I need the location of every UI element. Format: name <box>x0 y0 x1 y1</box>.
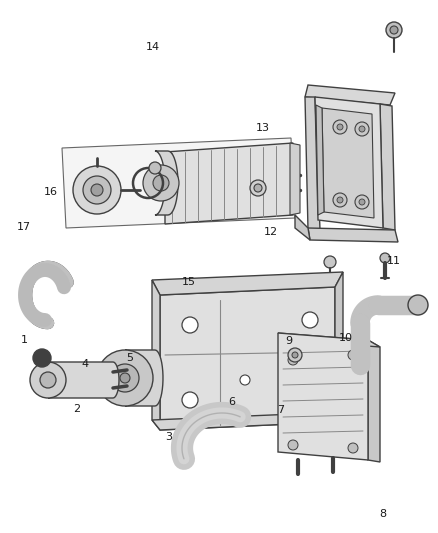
Circle shape <box>73 166 121 214</box>
Polygon shape <box>278 333 380 347</box>
Circle shape <box>250 180 266 196</box>
Circle shape <box>254 184 262 192</box>
Text: 1: 1 <box>21 335 28 345</box>
Circle shape <box>149 162 161 174</box>
Text: 10: 10 <box>339 334 353 343</box>
Circle shape <box>359 126 365 132</box>
Polygon shape <box>125 350 163 406</box>
Circle shape <box>288 348 302 362</box>
Circle shape <box>324 256 336 268</box>
Polygon shape <box>152 272 343 295</box>
Circle shape <box>288 440 298 450</box>
Text: 9: 9 <box>286 336 293 346</box>
Circle shape <box>302 312 318 328</box>
Circle shape <box>333 193 347 207</box>
Circle shape <box>386 22 402 38</box>
Circle shape <box>111 364 139 392</box>
Polygon shape <box>368 340 380 462</box>
Circle shape <box>40 372 56 388</box>
Polygon shape <box>305 97 320 230</box>
Circle shape <box>390 26 398 34</box>
Polygon shape <box>305 85 395 105</box>
Circle shape <box>408 295 428 315</box>
Text: 3: 3 <box>165 432 172 442</box>
Polygon shape <box>308 228 398 242</box>
Circle shape <box>91 184 103 196</box>
Text: 6: 6 <box>229 398 236 407</box>
Polygon shape <box>160 287 335 430</box>
Text: 2: 2 <box>73 405 80 414</box>
Text: 16: 16 <box>43 187 57 197</box>
Circle shape <box>380 253 390 263</box>
Text: 13: 13 <box>256 123 270 133</box>
Text: 11: 11 <box>387 256 401 266</box>
Polygon shape <box>315 97 383 228</box>
Circle shape <box>143 165 179 201</box>
Polygon shape <box>322 108 374 218</box>
Circle shape <box>97 350 153 406</box>
Text: 5: 5 <box>126 353 133 363</box>
Circle shape <box>292 352 298 358</box>
Circle shape <box>120 373 130 383</box>
Circle shape <box>359 199 365 205</box>
Polygon shape <box>380 104 395 230</box>
Polygon shape <box>295 215 310 240</box>
Polygon shape <box>155 151 178 215</box>
Polygon shape <box>335 272 343 422</box>
Circle shape <box>83 176 111 204</box>
Text: 15: 15 <box>181 278 195 287</box>
Circle shape <box>33 349 51 367</box>
Text: 8: 8 <box>380 510 387 519</box>
Circle shape <box>355 195 369 209</box>
Text: 7: 7 <box>277 406 284 415</box>
Circle shape <box>182 317 198 333</box>
Polygon shape <box>152 280 160 430</box>
Circle shape <box>337 124 343 130</box>
Circle shape <box>348 443 358 453</box>
Circle shape <box>355 122 369 136</box>
Polygon shape <box>152 412 343 430</box>
Circle shape <box>337 197 343 203</box>
Text: 17: 17 <box>17 222 31 231</box>
Text: 14: 14 <box>146 42 160 52</box>
Circle shape <box>182 392 198 408</box>
Circle shape <box>288 355 298 365</box>
Polygon shape <box>165 143 293 224</box>
Polygon shape <box>316 105 324 215</box>
Circle shape <box>240 375 250 385</box>
Circle shape <box>348 350 358 360</box>
Circle shape <box>30 362 66 398</box>
Circle shape <box>153 175 169 191</box>
Text: 4: 4 <box>82 359 89 368</box>
Text: 12: 12 <box>264 227 278 237</box>
Polygon shape <box>278 333 368 460</box>
Polygon shape <box>62 138 295 228</box>
Polygon shape <box>290 143 300 215</box>
Polygon shape <box>48 362 119 398</box>
Circle shape <box>333 120 347 134</box>
